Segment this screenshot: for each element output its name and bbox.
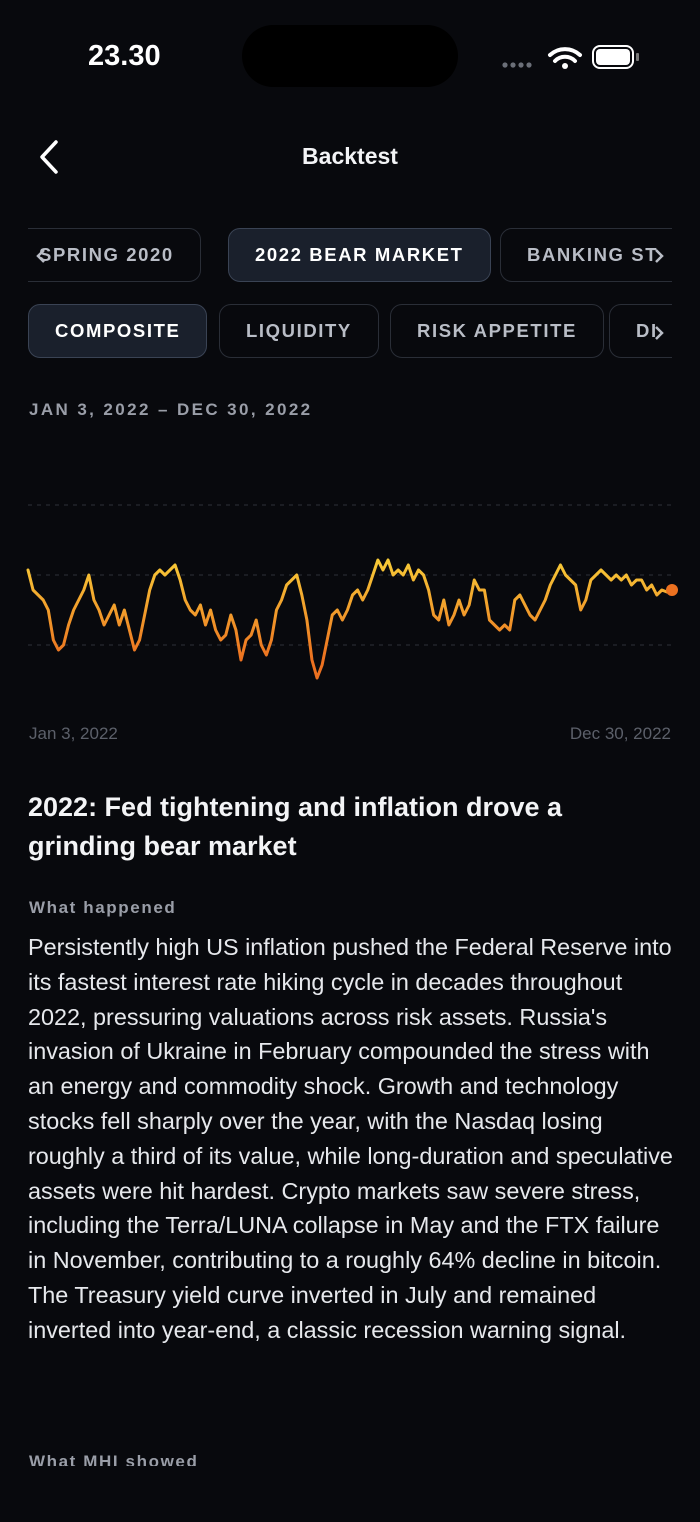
status-time: 23.30	[88, 40, 161, 72]
bottom-fade	[0, 1466, 700, 1522]
tab[interactable]: RISK APPETITE	[390, 304, 604, 358]
section-body: Persistently high US inflation pushed th…	[28, 934, 673, 1343]
tab[interactable]: BANKING ST	[500, 228, 672, 282]
back-button[interactable]	[0, 0, 80, 200]
scenario-tabs: SPRING 2020 2022 BEAR MARKET BANKING ST	[28, 228, 672, 288]
scroll-chevrons	[36, 249, 664, 340]
tab[interactable]: SPRING 2020	[28, 228, 201, 282]
tab[interactable]: COMPOSITE	[28, 304, 208, 358]
chart	[26, 504, 678, 680]
signal-dots	[502, 62, 532, 68]
end-dot	[666, 584, 678, 596]
line-series	[26, 558, 674, 680]
x-start-label: Jan 3, 2022	[29, 724, 118, 743]
date-range: JAN 3, 2022 – DEC 30, 2022	[29, 400, 313, 419]
section-heading: What happened	[29, 898, 177, 917]
dynamic-island	[242, 25, 458, 87]
page-title: Backtest	[302, 143, 398, 169]
tab[interactable]: LIQUIDITY	[219, 304, 379, 358]
x-end-label: Dec 30, 2022	[569, 724, 671, 743]
factor-tabs: COMPOSITE LIQUIDITY RISK APPETITE DI	[28, 304, 672, 364]
wifi-icon	[548, 47, 582, 63]
status-icons	[502, 45, 639, 69]
tab[interactable]: 2022 BEAR MARKET	[228, 228, 491, 282]
tab[interactable]: DI	[609, 304, 672, 358]
article-title: 2022: Fed tightening and inflation drove…	[28, 792, 563, 861]
battery-icon	[592, 45, 634, 69]
